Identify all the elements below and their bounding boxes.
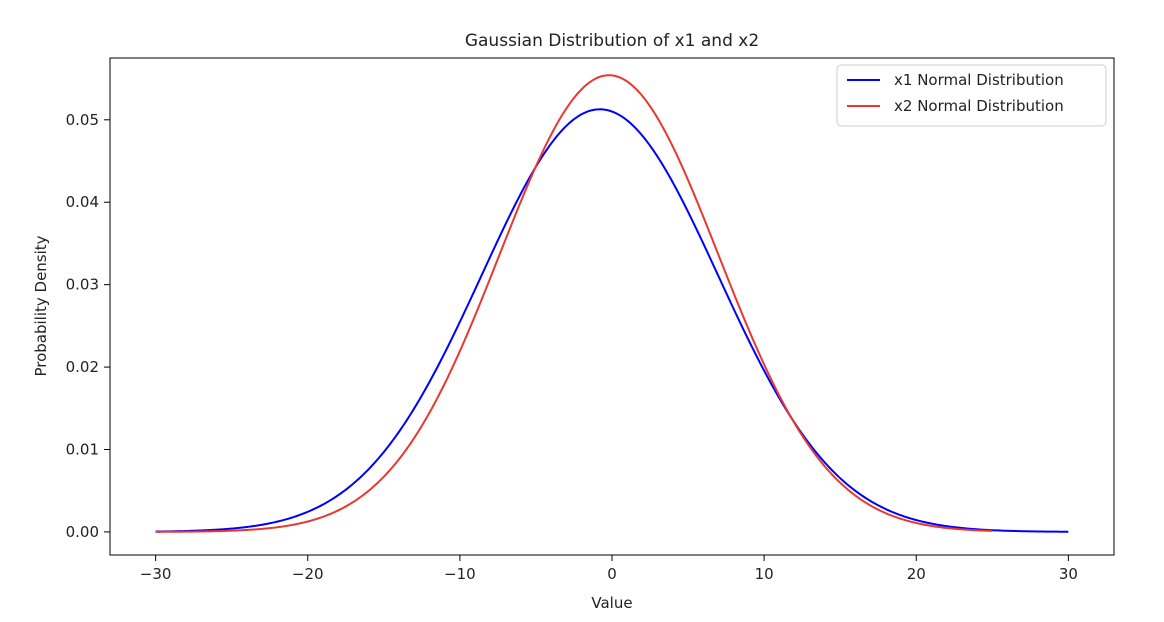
series-lines [155,74,1069,533]
legend-label-x1: x1 Normal Distribution [894,71,1064,89]
y-tick-label: 0.00 [66,523,99,541]
y-axis-ticks: 0.00 0.01 0.02 0.03 0.04 0.05 [66,111,110,541]
x-tick-label: 10 [755,565,774,583]
x-tick-label: −30 [140,565,172,583]
x-tick-label: 0 [607,565,617,583]
chart-title: Gaussian Distribution of x1 and x2 [465,31,759,51]
x-tick-label: 30 [1059,565,1078,583]
legend-box [836,64,1107,127]
x-axis-label: Value [591,594,632,612]
y-tick-label: 0.01 [66,441,99,459]
y-tick-label: 0.03 [66,276,99,294]
y-tick-label: 0.04 [66,193,99,211]
y-tick-label: 0.05 [66,111,99,129]
series-line-x2 [155,74,993,533]
legend: x1 Normal Distribution x2 Normal Distrib… [836,64,1107,127]
x-tick-label: −20 [292,565,324,583]
legend-label-x2: x2 Normal Distribution [894,97,1064,115]
series-line-x1 [155,108,1069,533]
y-axis-label: Probability Density [32,235,50,376]
x-tick-label: −10 [444,565,476,583]
x-tick-label: 20 [907,565,926,583]
y-tick-label: 0.02 [66,358,99,376]
x-axis-ticks: −30 −20 −10 0 10 20 30 [140,555,1078,583]
